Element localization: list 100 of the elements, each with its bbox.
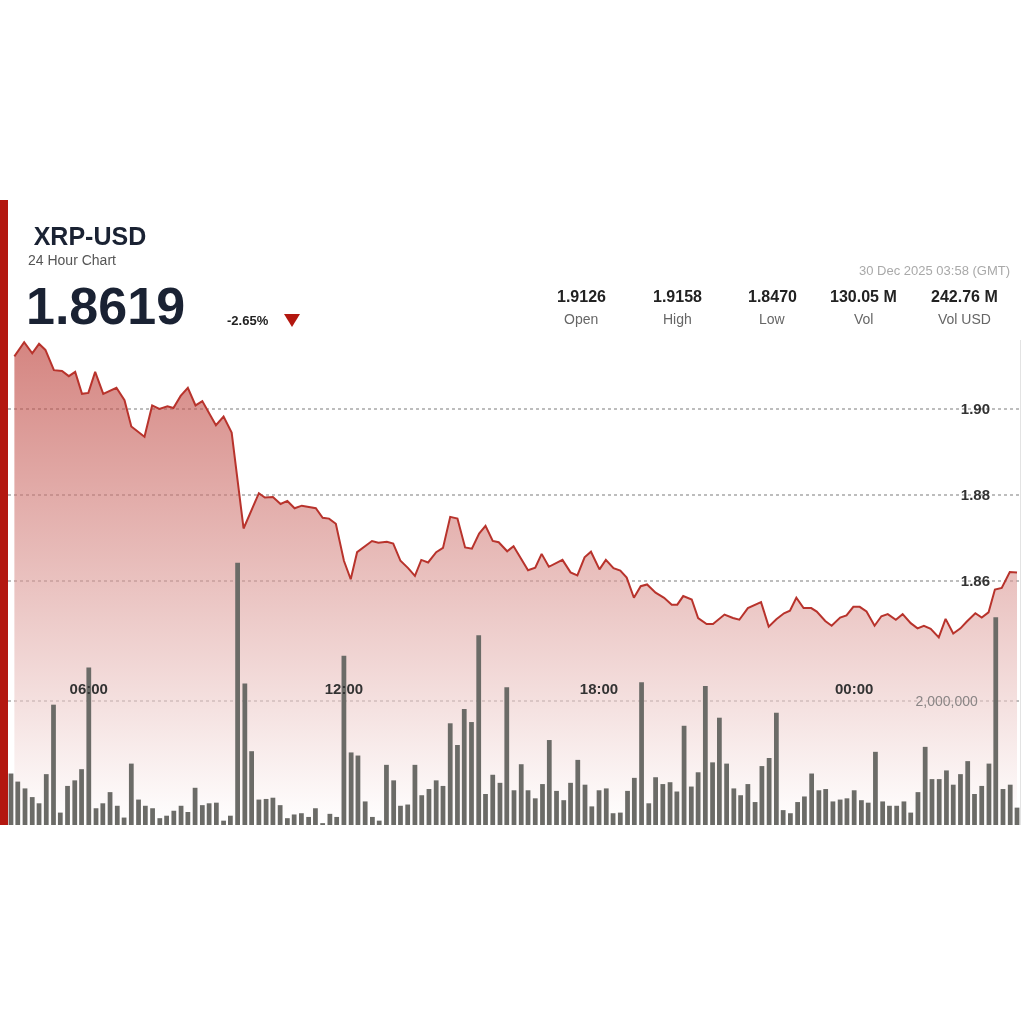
bar (809, 773, 815, 825)
bar (674, 791, 680, 825)
bar (625, 790, 630, 825)
bar (540, 784, 545, 825)
text: 30 Dec 2025 03:58 (GMT) (859, 263, 1011, 278)
bar (72, 780, 78, 825)
bar (788, 813, 793, 825)
bar (384, 764, 389, 825)
bar (313, 808, 318, 825)
text: 1.9126 (557, 288, 607, 305)
bar (773, 712, 779, 825)
text: Vol USD (938, 311, 991, 327)
bar (461, 709, 467, 825)
bar (745, 784, 751, 825)
bar (79, 769, 84, 825)
bar (724, 763, 729, 825)
bar (277, 805, 283, 825)
bar (221, 820, 226, 825)
bar (291, 814, 297, 825)
bar (894, 805, 900, 825)
bar (490, 774, 496, 825)
y-tick-label: 1.90 (960, 400, 990, 418)
bar (880, 801, 886, 825)
bar (859, 800, 864, 825)
text: 130.05 M (830, 288, 897, 305)
text: High (663, 311, 692, 327)
bar (646, 803, 652, 825)
bar (376, 820, 382, 825)
bar (65, 785, 70, 825)
bar (15, 781, 21, 825)
bar (731, 788, 737, 825)
bar (447, 723, 453, 825)
bar (150, 808, 155, 825)
bar (483, 793, 488, 825)
bar (348, 752, 354, 825)
bar (405, 804, 411, 825)
bar (865, 802, 871, 825)
bar (299, 813, 304, 825)
bar (546, 740, 552, 825)
bar (142, 805, 148, 825)
bar (922, 746, 928, 825)
bar (617, 812, 623, 825)
bar (631, 777, 637, 825)
bar (100, 803, 106, 825)
bar (362, 801, 368, 825)
bar (29, 797, 35, 825)
bar (568, 782, 573, 825)
bar (370, 816, 375, 825)
bar (795, 802, 800, 825)
text: Vol (854, 311, 874, 327)
bar (695, 772, 701, 825)
text: 1.8619 (26, 277, 186, 335)
bar (979, 785, 985, 825)
bar (851, 790, 857, 825)
bar (284, 818, 290, 825)
text: Open (564, 311, 599, 327)
bar (1007, 784, 1013, 825)
bar (972, 793, 977, 825)
text: 1.8470 (748, 288, 798, 305)
x-tick-label: 18:00 (579, 680, 619, 697)
bar (43, 774, 49, 825)
bar (469, 722, 474, 825)
bar (334, 816, 340, 825)
bar (702, 686, 708, 825)
bar (242, 683, 248, 825)
bar (710, 762, 715, 825)
bar (199, 805, 205, 825)
y2-tick-label: 2,000,000 (915, 692, 978, 709)
bar (950, 784, 956, 825)
bar (136, 799, 141, 825)
bar (433, 780, 439, 825)
text: Low (759, 311, 786, 327)
bar (603, 788, 609, 825)
y-tick-label: 1.86 (960, 572, 990, 590)
bar (823, 789, 829, 825)
bar (908, 812, 914, 825)
chart-title: XRP-USD (33, 221, 147, 250)
bar (639, 682, 644, 825)
bar (717, 717, 722, 825)
bar (256, 799, 262, 825)
text: -2.65% (227, 313, 269, 328)
bar (128, 763, 134, 825)
bar (993, 617, 999, 825)
bar (816, 790, 822, 825)
bar (965, 761, 971, 825)
bar (660, 784, 666, 825)
bar (391, 780, 397, 825)
y-tick-label: 1.88 (960, 486, 990, 504)
bar (164, 815, 169, 825)
bar (398, 805, 403, 825)
bar (837, 799, 843, 825)
bar (504, 687, 510, 825)
bar (235, 562, 240, 825)
bar (589, 806, 595, 825)
bar (249, 751, 255, 825)
bar (228, 815, 233, 825)
bar (532, 798, 538, 825)
bar (688, 786, 694, 825)
bar (57, 812, 63, 825)
bar (306, 816, 311, 825)
